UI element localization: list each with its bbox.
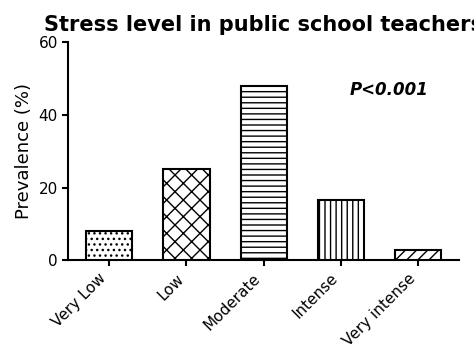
- Bar: [86, 232, 132, 261]
- Bar: [318, 201, 364, 261]
- Bar: [164, 170, 210, 261]
- Y-axis label: Prevalence (%): Prevalence (%): [15, 83, 33, 219]
- Text: P<0.001: P<0.001: [350, 82, 428, 99]
- Title: Stress level in public school teachers: Stress level in public school teachers: [44, 15, 474, 35]
- Bar: [395, 250, 441, 261]
- Bar: [240, 86, 287, 261]
